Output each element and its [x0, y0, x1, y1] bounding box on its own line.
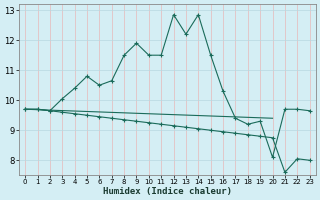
X-axis label: Humidex (Indice chaleur): Humidex (Indice chaleur) — [103, 187, 232, 196]
